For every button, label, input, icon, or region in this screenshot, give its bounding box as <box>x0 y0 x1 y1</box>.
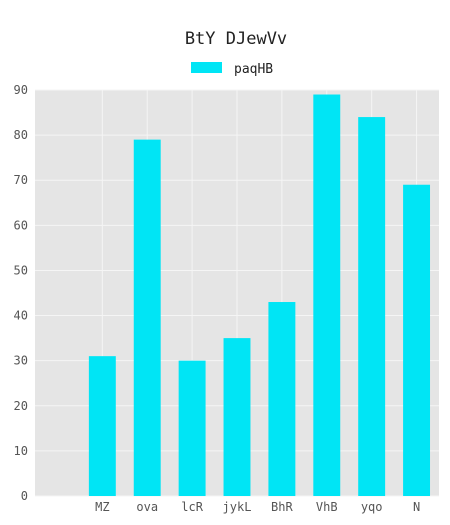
x-tick-label: ova <box>136 500 158 514</box>
y-tick-label: 50 <box>14 263 28 277</box>
legend: paqHB <box>191 62 273 77</box>
y-tick-label: 60 <box>14 218 28 232</box>
bar-lcR <box>178 360 206 496</box>
y-tick-label: 90 <box>14 83 28 97</box>
y-tick-label: 30 <box>14 354 28 368</box>
y-tick-label: 40 <box>14 309 28 323</box>
x-tick-label: MZ <box>95 500 109 514</box>
x-tick-label: yqo <box>361 500 383 514</box>
x-tick-label: jykL <box>223 500 252 514</box>
y-tick-label: 20 <box>14 399 28 413</box>
y-tick-label: 10 <box>14 444 28 458</box>
chart-title: BtY DJewVv <box>185 29 287 49</box>
bar-BhR <box>268 302 296 496</box>
y-tick-label: 80 <box>14 128 28 142</box>
bar-VhB <box>313 94 341 496</box>
x-tick-label: BhR <box>271 500 293 514</box>
bar-yqo <box>358 117 386 497</box>
y-tick-label: 70 <box>14 173 28 187</box>
x-tick-label: VhB <box>316 500 338 514</box>
x-tick-label: N <box>413 500 420 514</box>
bar-ova <box>133 139 161 496</box>
x-axis-ticks: MZ ova lcR jykL BhR VhB yqo N <box>95 500 420 514</box>
y-tick-label: 0 <box>21 489 28 503</box>
bar-MZ <box>88 356 116 496</box>
bars <box>88 94 431 497</box>
legend-swatch <box>191 62 222 73</box>
bar-N <box>403 184 431 496</box>
x-tick-label: lcR <box>181 500 203 514</box>
legend-label: paqHB <box>234 62 273 77</box>
bar-jykL <box>223 338 251 496</box>
y-axis-ticks: 0 10 20 30 40 50 60 70 80 90 <box>14 83 28 503</box>
